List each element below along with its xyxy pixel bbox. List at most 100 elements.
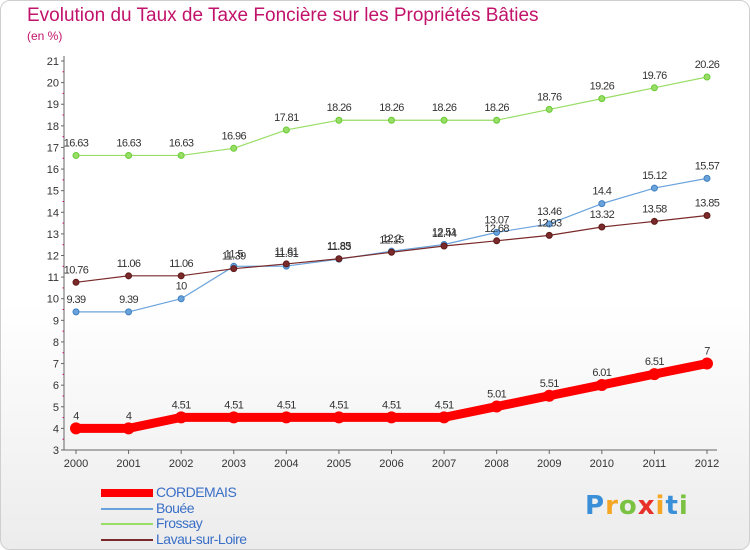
data-label-bou-e: 10 xyxy=(176,281,188,293)
y-tick-label: 14 xyxy=(47,207,59,219)
legend-swatch xyxy=(101,538,153,541)
data-label-frossay: 18.26 xyxy=(327,102,352,114)
data-label-bou-e: 14.4 xyxy=(592,186,611,198)
data-label-bou-e: 11.5 xyxy=(225,248,244,260)
y-tick-label: 4 xyxy=(53,423,59,435)
data-point-lavau-sur-loire xyxy=(125,272,133,280)
y-tick-label: 10 xyxy=(47,294,59,306)
data-point-bou-e xyxy=(598,200,606,208)
data-point-cordemais xyxy=(332,411,345,424)
data-point-bou-e xyxy=(72,308,80,316)
data-point-lavau-sur-loire xyxy=(598,223,606,231)
data-label-cordemais: 4.51 xyxy=(224,399,243,411)
data-label-bou-e: 12.51 xyxy=(432,226,457,238)
y-tick-label: 17 xyxy=(47,142,59,154)
x-tick-label: 2006 xyxy=(379,458,403,470)
x-tick-label: 2007 xyxy=(432,458,456,470)
data-label-cordemais: 4.51 xyxy=(435,399,454,411)
data-point-cordemais xyxy=(227,411,240,424)
legend-label: CORDEMAIS xyxy=(156,484,237,500)
y-tick-label: 12 xyxy=(47,251,59,263)
x-tick-label: 2008 xyxy=(484,458,508,470)
data-label-lavau-sur-loire: 13.85 xyxy=(695,198,720,210)
data-label-cordemais: 4.51 xyxy=(277,399,296,411)
data-point-bou-e xyxy=(703,174,711,182)
data-point-lavau-sur-loire xyxy=(282,260,290,268)
data-label-frossay: 18.26 xyxy=(379,102,404,114)
data-point-frossay xyxy=(125,151,133,159)
data-label-frossay: 16.63 xyxy=(116,137,141,149)
data-label-frossay: 18.76 xyxy=(537,91,562,103)
data-label-bou-e: 9.39 xyxy=(119,294,138,306)
logo-letter: i xyxy=(678,491,689,521)
x-tick-label: 2002 xyxy=(169,458,193,470)
legend-swatch xyxy=(101,489,153,497)
legend-label: Frossay xyxy=(156,515,203,531)
data-point-frossay xyxy=(177,151,185,159)
data-point-lavau-sur-loire xyxy=(650,217,658,225)
x-tick-label: 2011 xyxy=(643,458,667,470)
data-label-lavau-sur-loire: 12.68 xyxy=(484,223,509,235)
unit-label: (en %) xyxy=(27,29,63,43)
data-point-frossay xyxy=(650,84,658,92)
y-tick-label: 7 xyxy=(53,359,59,371)
data-point-lavau-sur-loire xyxy=(388,248,395,256)
data-label-lavau-sur-loire: 10.76 xyxy=(64,264,89,276)
data-point-lavau-sur-loire xyxy=(545,231,553,239)
x-tick-label: 2005 xyxy=(327,458,351,470)
data-point-bou-e xyxy=(177,295,185,303)
data-label-lavau-sur-loire: 11.85 xyxy=(327,241,351,253)
y-tick-label: 16 xyxy=(47,164,59,176)
data-label-bou-e: 11.83 xyxy=(327,241,351,253)
proxiti-logo: Proxiti xyxy=(585,491,689,521)
data-point-frossay xyxy=(440,116,448,124)
data-point-frossay xyxy=(335,116,343,124)
data-point-cordemais xyxy=(280,411,293,424)
y-tick-label: 15 xyxy=(47,186,59,198)
data-point-lavau-sur-loire xyxy=(335,255,343,263)
data-label-frossay: 20.26 xyxy=(695,59,720,71)
data-point-frossay xyxy=(230,144,238,152)
data-point-frossay xyxy=(72,151,80,159)
data-label-lavau-sur-loire: 12.15 xyxy=(379,234,404,246)
data-label-bou-e: 13.46 xyxy=(537,206,562,218)
data-label-cordemais: 7 xyxy=(704,346,710,358)
data-label-cordemais: 6.01 xyxy=(592,367,611,379)
data-label-frossay: 19.76 xyxy=(642,70,667,82)
data-label-cordemais: 5.01 xyxy=(487,389,506,401)
data-point-cordemais xyxy=(385,411,398,424)
y-tick-label: 5 xyxy=(53,402,59,414)
data-label-bou-e: 12.2 xyxy=(382,233,401,245)
data-point-bou-e xyxy=(493,228,501,236)
data-point-cordemais xyxy=(490,400,503,413)
y-tick-label: 9 xyxy=(53,315,59,327)
data-point-lavau-sur-loire xyxy=(440,242,448,250)
data-label-frossay: 18.26 xyxy=(484,102,509,114)
data-point-cordemais xyxy=(701,357,713,370)
x-tick-label: 2012 xyxy=(695,458,719,470)
data-label-lavau-sur-loire: 11.06 xyxy=(169,258,193,270)
data-label-lavau-sur-loire: 12.44 xyxy=(432,228,457,240)
data-label-cordemais: 4.51 xyxy=(329,399,348,411)
data-point-frossay xyxy=(493,116,501,124)
x-tick-label: 2009 xyxy=(537,458,561,470)
data-point-lavau-sur-loire xyxy=(177,272,185,280)
x-tick-label: 2010 xyxy=(590,458,614,470)
data-point-cordemais xyxy=(595,378,608,391)
data-label-frossay: 18.26 xyxy=(432,102,457,114)
data-label-frossay: 16.63 xyxy=(64,137,89,149)
data-label-lavau-sur-loire: 11.61 xyxy=(274,246,298,258)
y-tick-label: 13 xyxy=(47,229,59,241)
data-point-lavau-sur-loire xyxy=(72,278,80,286)
data-label-lavau-sur-loire: 11.39 xyxy=(222,251,246,263)
data-point-frossay xyxy=(598,95,606,103)
data-point-cordemais xyxy=(648,368,661,381)
y-tick-label: 18 xyxy=(47,121,59,133)
data-label-bou-e: 13.07 xyxy=(484,214,509,226)
x-tick-label: 2001 xyxy=(116,458,140,470)
data-label-cordemais: 4.51 xyxy=(172,399,191,411)
data-label-bou-e: 15.57 xyxy=(695,160,720,172)
y-tick-label: 6 xyxy=(53,380,59,392)
